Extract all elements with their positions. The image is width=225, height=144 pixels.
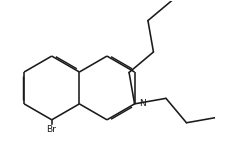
Text: Br: Br [46,125,56,134]
Text: N: N [140,98,146,108]
